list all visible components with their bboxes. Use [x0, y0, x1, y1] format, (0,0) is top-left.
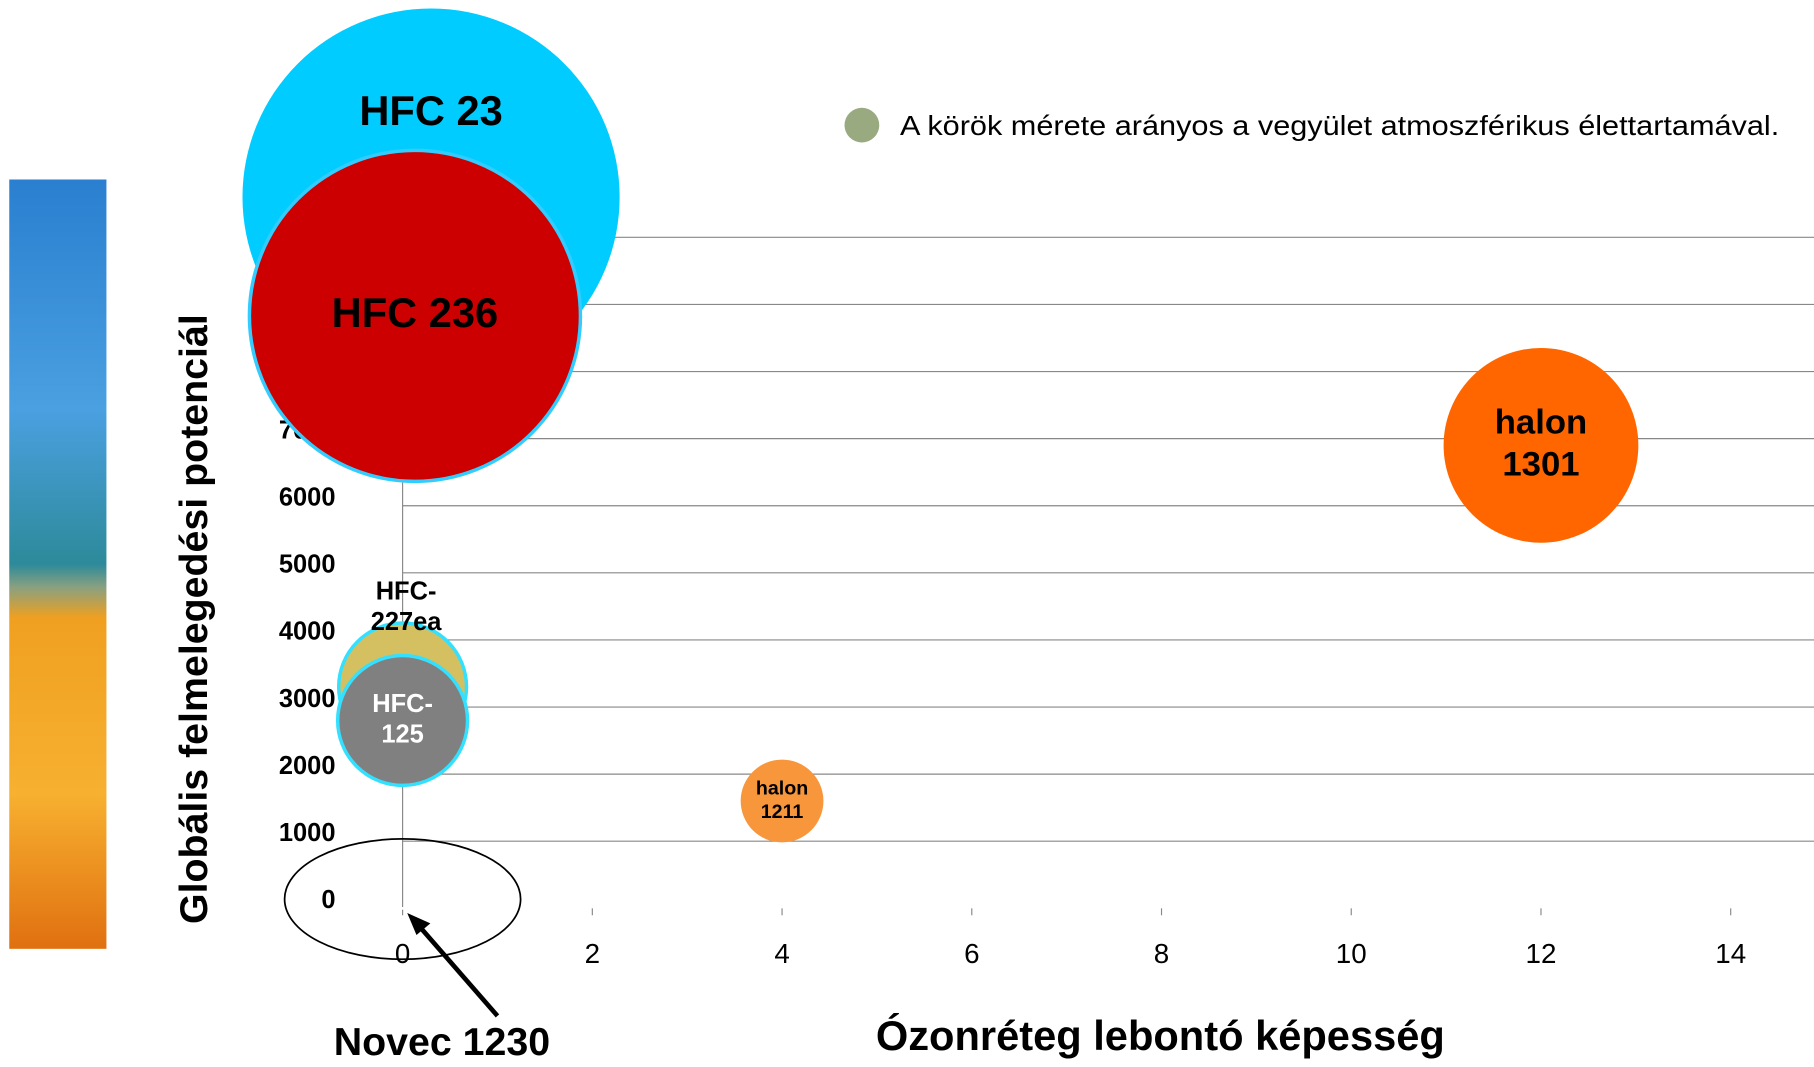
bubble-label: HFC 236	[332, 289, 499, 336]
y-tick-label: 4000	[279, 618, 336, 646]
x-tick-label: 0	[395, 938, 410, 969]
bubble	[335, 653, 470, 788]
bubble-label: HFC 23	[359, 87, 502, 134]
legend-note: A körök mérete arányos a vegyület atmosz…	[900, 110, 1779, 141]
x-tick-label: 12	[1526, 938, 1557, 969]
x-tick-label: 10	[1336, 938, 1367, 969]
bubble	[247, 148, 583, 484]
y-axis-label: Globális felmelegedési potenciál	[172, 314, 216, 924]
bubble-label: HFC-	[372, 690, 433, 718]
y-tick-label: 0	[321, 886, 335, 914]
x-tick-label: 2	[585, 938, 600, 969]
legend-dot	[844, 107, 880, 143]
x-tick-label: 8	[1154, 938, 1169, 969]
x-tick-label: 14	[1715, 938, 1746, 969]
bubble-label: 125	[381, 720, 423, 748]
annotation: Novec 1230	[334, 1020, 550, 1064]
annotation-ellipse	[283, 838, 522, 961]
y-tick-label: 2000	[279, 752, 336, 780]
x-tick-label: 6	[964, 938, 979, 969]
bubble-label: HFC-	[376, 578, 437, 606]
bubble	[740, 759, 824, 843]
bubble-label: halon	[1495, 404, 1588, 442]
bubble-label: 1211	[761, 801, 804, 823]
bubble-label: halon	[756, 777, 808, 799]
x-tick-label: 4	[774, 938, 789, 969]
decor-strip	[9, 179, 107, 949]
x-axis-label: Ózonréteg lebontó képesség	[876, 1011, 1445, 1059]
bubble	[1443, 347, 1639, 543]
y-tick-label: 6000	[279, 484, 336, 512]
y-tick-label: 5000	[279, 551, 336, 579]
bubble-label: 227ea	[371, 608, 443, 636]
bubble	[401, 906, 404, 910]
arrow-head	[407, 912, 431, 935]
y-tick-label: 3000	[279, 685, 336, 713]
annotation-arrow	[417, 924, 500, 1018]
y-tick-label: 1000	[279, 819, 336, 847]
bubble-label: 1301	[1502, 445, 1579, 483]
